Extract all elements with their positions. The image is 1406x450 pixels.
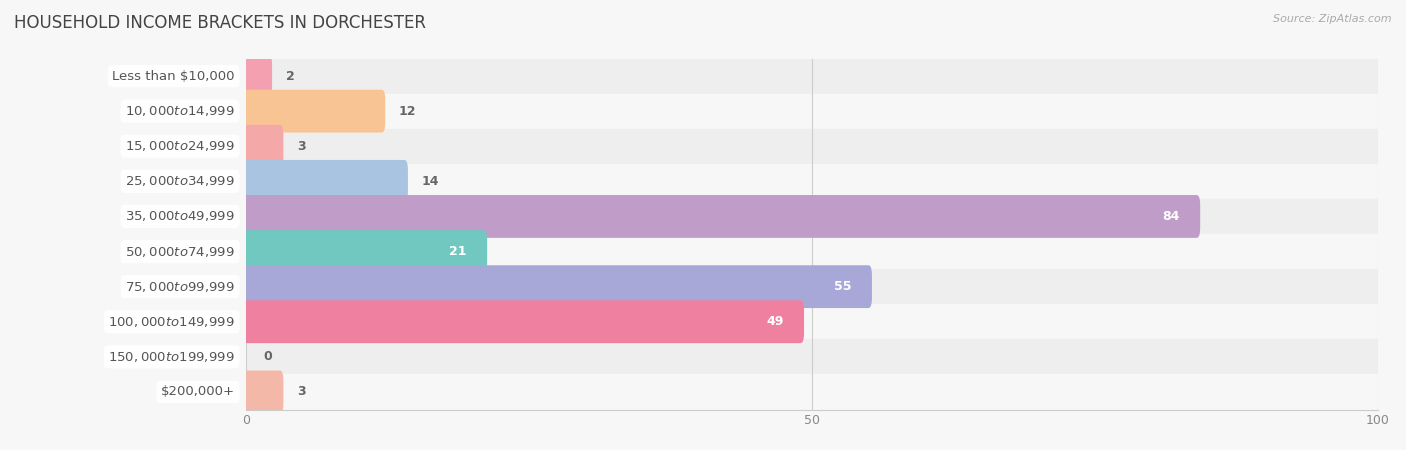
Text: 2: 2 — [285, 70, 294, 82]
Text: $75,000 to $99,999: $75,000 to $99,999 — [125, 279, 235, 294]
Bar — [0, 234, 1378, 269]
Bar — [0, 129, 1378, 164]
Bar — [0, 94, 1378, 129]
Text: Less than $10,000: Less than $10,000 — [112, 70, 235, 82]
Text: 3: 3 — [297, 386, 305, 398]
Text: $35,000 to $49,999: $35,000 to $49,999 — [125, 209, 235, 224]
Text: $10,000 to $14,999: $10,000 to $14,999 — [125, 104, 235, 118]
FancyBboxPatch shape — [243, 300, 804, 343]
Text: $150,000 to $199,999: $150,000 to $199,999 — [108, 350, 235, 364]
Text: $25,000 to $34,999: $25,000 to $34,999 — [125, 174, 235, 189]
Text: Source: ZipAtlas.com: Source: ZipAtlas.com — [1274, 14, 1392, 23]
Text: 84: 84 — [1163, 210, 1180, 223]
Bar — [0, 304, 1378, 339]
FancyBboxPatch shape — [243, 195, 1201, 238]
Text: HOUSEHOLD INCOME BRACKETS IN DORCHESTER: HOUSEHOLD INCOME BRACKETS IN DORCHESTER — [14, 14, 426, 32]
Bar — [0, 374, 1378, 410]
Text: 21: 21 — [450, 245, 467, 258]
Text: 14: 14 — [422, 175, 439, 188]
FancyBboxPatch shape — [243, 125, 284, 168]
FancyBboxPatch shape — [243, 265, 872, 308]
Text: $200,000+: $200,000+ — [160, 386, 235, 398]
Bar — [0, 164, 1378, 199]
Text: 0: 0 — [263, 351, 271, 363]
Text: $50,000 to $74,999: $50,000 to $74,999 — [125, 244, 235, 259]
Text: $15,000 to $24,999: $15,000 to $24,999 — [125, 139, 235, 153]
Bar — [0, 269, 1378, 304]
FancyBboxPatch shape — [243, 160, 408, 203]
Bar — [0, 199, 1378, 234]
FancyBboxPatch shape — [243, 54, 273, 98]
FancyBboxPatch shape — [243, 370, 284, 414]
Bar — [0, 339, 1378, 374]
Text: 12: 12 — [399, 105, 416, 117]
Bar — [0, 58, 1378, 94]
FancyBboxPatch shape — [243, 230, 486, 273]
Text: 49: 49 — [766, 315, 783, 328]
Text: 55: 55 — [834, 280, 852, 293]
Text: $100,000 to $149,999: $100,000 to $149,999 — [108, 315, 235, 329]
FancyBboxPatch shape — [243, 90, 385, 133]
Text: 3: 3 — [297, 140, 305, 153]
